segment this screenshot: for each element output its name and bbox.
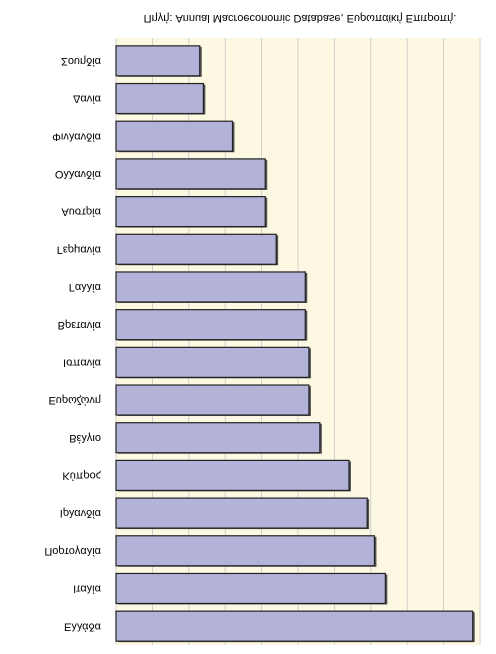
bar xyxy=(115,610,474,642)
bar xyxy=(115,459,350,492)
y-tick-label: Γερμανία xyxy=(57,243,102,255)
y-tick-label: Αυστρία xyxy=(61,206,101,218)
bar xyxy=(115,45,201,77)
y-tick-label: Δανία xyxy=(73,93,102,105)
y-tick-label: Ιρλανδία xyxy=(60,507,102,519)
y-tick-label: Ευρωζώνη xyxy=(48,394,101,406)
bar xyxy=(115,120,234,152)
bar xyxy=(115,346,310,378)
bar xyxy=(115,384,310,416)
y-tick-label: Ισπανία xyxy=(63,356,102,368)
bar xyxy=(115,309,306,341)
y-tick-label: Βέλγιο xyxy=(69,432,101,444)
y-tick-label: Ολλανδία xyxy=(55,168,102,180)
y-tick-label: Βρετανία xyxy=(58,319,102,331)
y-tick-label: Ιταλία xyxy=(73,583,102,595)
bar xyxy=(115,195,266,228)
bar xyxy=(115,233,277,265)
bar xyxy=(115,271,306,303)
source-note: Πηγή: Annual Macroeconomic Database, Ευρ… xyxy=(144,12,457,24)
y-tick-label: Ελλάδα xyxy=(64,620,102,632)
y-tick-label: Γαλλία xyxy=(69,281,102,293)
bar xyxy=(115,422,321,454)
bar xyxy=(115,572,386,605)
y-tick-label: Κύπρος xyxy=(62,470,101,482)
y-tick-label: Φινλανδία xyxy=(52,130,101,142)
y-tick-label: Πορτογαλία xyxy=(44,545,101,557)
bar xyxy=(115,535,376,567)
bar xyxy=(115,497,368,529)
y-tick-label: Σουηδία xyxy=(61,55,102,67)
bar xyxy=(115,82,204,115)
bar xyxy=(115,158,266,190)
